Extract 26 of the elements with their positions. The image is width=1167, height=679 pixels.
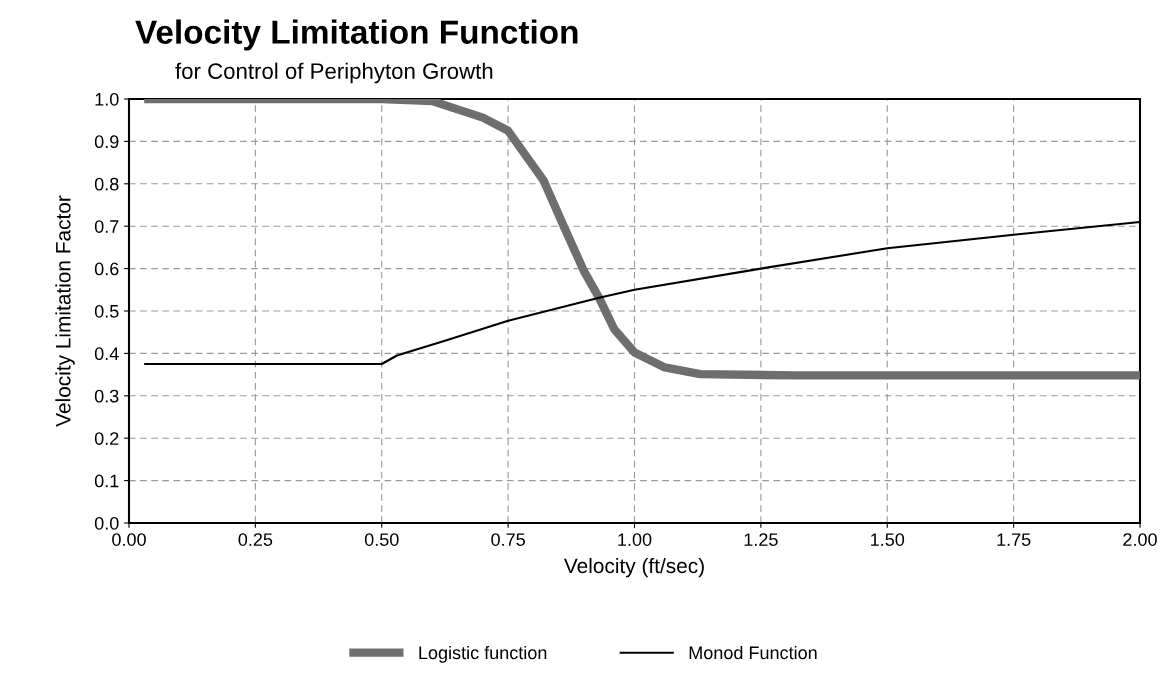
y-tick-label: 1.0 bbox=[95, 92, 119, 106]
legend-label: Logistic function bbox=[419, 645, 547, 663]
y-tick-label: 0.4 bbox=[94, 347, 119, 361]
x-tick-label: 0.75 bbox=[491, 533, 525, 546]
x-tick-label: 1.25 bbox=[744, 533, 778, 546]
x-tick-label: 1.50 bbox=[871, 533, 905, 546]
x-tick-label: 1.75 bbox=[997, 533, 1031, 546]
y-tick-label: 0.5 bbox=[94, 304, 119, 318]
y-tick-label: 0.3 bbox=[94, 389, 119, 403]
x-axis-title: Velocity (ft/sec) bbox=[563, 557, 704, 578]
y-tick-label: 0.9 bbox=[94, 135, 119, 149]
y-tick-label: 0.6 bbox=[94, 262, 119, 276]
y-tick-label: 0.1 bbox=[94, 474, 119, 488]
y-tick-label: 0.2 bbox=[94, 432, 119, 445]
chart-subtitle: for Control of Periphyton Growth bbox=[175, 62, 493, 84]
x-tick-label: 0.50 bbox=[364, 533, 399, 546]
x-tick-label: 0.25 bbox=[238, 533, 273, 546]
x-tick-label: 0.00 bbox=[112, 533, 146, 546]
x-tick-label: 1.00 bbox=[618, 533, 652, 546]
y-tick-label: 0.7 bbox=[94, 220, 119, 233]
y-axis-title: Velocity Limitation Factor bbox=[55, 195, 75, 427]
y-tick-label: 0.8 bbox=[94, 177, 119, 191]
legend-label: Monod Function bbox=[689, 645, 817, 660]
y-tick-label: 0.0 bbox=[94, 516, 119, 530]
x-tick-label: 2.00 bbox=[1123, 533, 1157, 546]
chart-title: Velocity Limitation Function bbox=[135, 19, 578, 51]
